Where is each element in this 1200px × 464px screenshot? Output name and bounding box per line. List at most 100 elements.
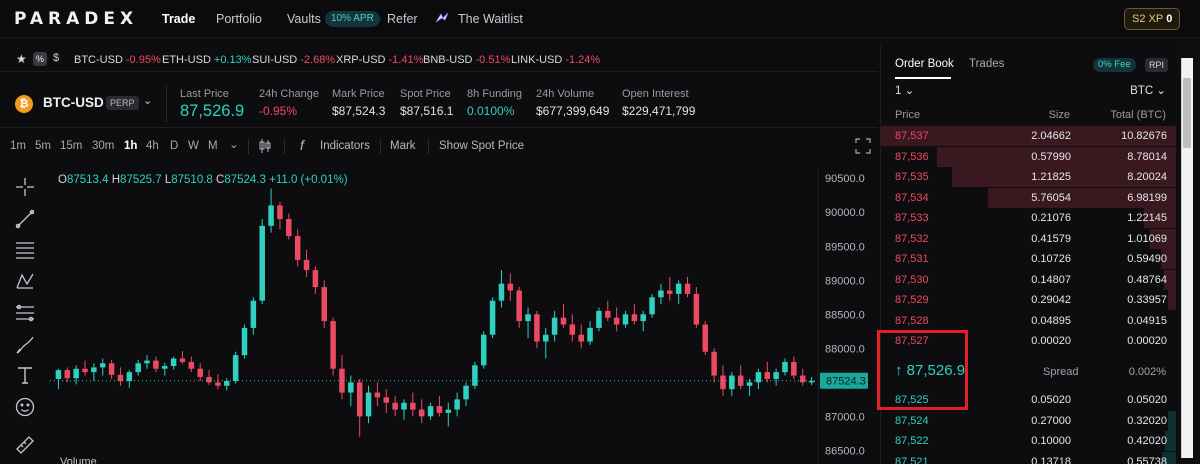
bid-row[interactable]: 87,522 0.10000 0.42020 bbox=[881, 431, 1177, 451]
ask-row[interactable]: 87,536 0.57990 8.78014 bbox=[881, 146, 1177, 167]
nav-waitlist[interactable]: The Waitlist bbox=[458, 12, 523, 26]
candle-body bbox=[498, 283, 505, 301]
xp-badge[interactable]: S2 XP 0 bbox=[1124, 8, 1181, 30]
stat-mark-price: Mark Price $87,524.3 bbox=[332, 88, 385, 118]
tab-order-book[interactable]: Order Book bbox=[895, 58, 954, 70]
divider bbox=[166, 86, 167, 122]
candle-body bbox=[649, 297, 655, 315]
candle-body bbox=[64, 370, 71, 379]
horizontal-lines-icon[interactable] bbox=[14, 238, 36, 260]
total-cell: 0.32020 bbox=[1127, 414, 1167, 427]
ask-row[interactable]: 87,528 0.04895 0.04915 bbox=[881, 310, 1177, 331]
ticker-item[interactable]: SUI-USD -2.68% bbox=[252, 54, 335, 66]
brush-icon[interactable] bbox=[14, 334, 36, 356]
candle-body bbox=[445, 409, 452, 413]
scrollbar-thumb[interactable] bbox=[1183, 78, 1191, 148]
market-symbol[interactable]: BTC-USD bbox=[43, 95, 104, 110]
candle-body bbox=[82, 368, 88, 373]
depth-bar bbox=[1144, 208, 1177, 228]
fib-retracement-icon[interactable] bbox=[14, 302, 36, 324]
bid-row[interactable]: 87,525 0.05020 0.05020 bbox=[881, 390, 1177, 410]
pattern-icon[interactable] bbox=[14, 270, 36, 292]
total-cell: 8.20024 bbox=[1127, 171, 1167, 183]
total-cell: 0.00020 bbox=[1127, 335, 1167, 347]
bid-row[interactable]: 87,521 0.13718 0.55738 bbox=[881, 451, 1177, 464]
ohlc-open: 87513.4 bbox=[66, 174, 109, 186]
candle-body bbox=[206, 376, 212, 383]
ask-row[interactable]: 87,534 5.76054 6.98199 bbox=[881, 187, 1177, 208]
tab-trades[interactable]: Trades bbox=[969, 58, 1005, 70]
ask-row[interactable]: 87,527 0.00020 0.00020 bbox=[881, 331, 1177, 351]
total-cell: 0.33957 bbox=[1127, 294, 1167, 306]
candle-body bbox=[729, 375, 735, 390]
ticker-item[interactable]: LINK-USD -1.24% bbox=[511, 54, 600, 66]
timeframe-d[interactable]: D bbox=[170, 140, 179, 152]
timeframe-15m[interactable]: 15m bbox=[60, 140, 83, 152]
ask-row[interactable]: 87,530 0.14807 0.48764 bbox=[881, 269, 1177, 290]
ask-row[interactable]: 87,531 0.10726 0.59490 bbox=[881, 249, 1177, 269]
candle-body bbox=[667, 290, 673, 294]
nav-vaults[interactable]: Vaults bbox=[287, 12, 321, 26]
candle-body bbox=[782, 361, 788, 373]
percent-toggle-button[interactable]: % bbox=[33, 52, 47, 66]
chevron-down-icon[interactable]: ⌄ bbox=[229, 139, 239, 151]
star-icon[interactable]: ★ bbox=[16, 52, 27, 66]
rpi-toggle[interactable]: RPI bbox=[1145, 58, 1169, 72]
candle-body bbox=[791, 361, 797, 376]
size-asset-select[interactable]: BTC ⌄ bbox=[1130, 83, 1166, 97]
stat-last-price: Last Price 87,526.9 bbox=[180, 88, 244, 121]
ask-row[interactable]: 87,532 0.41579 1.01069 bbox=[881, 228, 1177, 249]
total-cell: 0.04915 bbox=[1127, 314, 1167, 327]
nav-trade[interactable]: Trade bbox=[162, 12, 196, 26]
fullscreen-icon[interactable] bbox=[855, 138, 871, 157]
candlestick-type-icon[interactable] bbox=[258, 138, 272, 157]
indicators-button[interactable]: Indicators bbox=[320, 140, 370, 152]
ticker-item[interactable]: BNB-USD -0.51% bbox=[423, 54, 510, 66]
price-cell: 87,529 bbox=[895, 294, 929, 306]
depth-bar bbox=[988, 187, 1177, 208]
depth-bar bbox=[1165, 431, 1177, 451]
ruler-icon[interactable] bbox=[14, 434, 36, 456]
crosshair-icon[interactable] bbox=[14, 176, 36, 198]
ask-row[interactable]: 87,537 2.04662 10.82676 bbox=[881, 126, 1177, 146]
candle-body bbox=[543, 334, 549, 342]
timeframe-5m[interactable]: 5m bbox=[35, 140, 51, 152]
show-spot-price-button[interactable]: Show Spot Price bbox=[439, 140, 525, 152]
timeframe-30m[interactable]: 30m bbox=[92, 140, 115, 152]
ticker-item[interactable]: BTC-USD -0.95% bbox=[74, 54, 161, 66]
bid-row[interactable]: 87,524 0.27000 0.32020 bbox=[881, 410, 1177, 431]
price-cell: 87,531 bbox=[895, 253, 929, 265]
dollar-toggle-button[interactable]: $ bbox=[53, 52, 60, 64]
ohlc-high: 87525.7 bbox=[120, 174, 162, 186]
indicators-fx-icon[interactable]: f bbox=[300, 137, 304, 153]
chevron-down-icon[interactable]: ⌄ bbox=[143, 95, 153, 107]
nav-portfolio[interactable]: Portfolio bbox=[216, 12, 262, 26]
text-tool-icon[interactable] bbox=[14, 364, 36, 386]
nav-refer[interactable]: Refer bbox=[387, 12, 418, 26]
ask-row[interactable]: 87,529 0.29042 0.33957 bbox=[881, 290, 1177, 310]
ask-row[interactable]: 87,533 0.21076 1.22145 bbox=[881, 208, 1177, 228]
price-chart[interactable]: 90500.0 90000.0 89500.0 89000.0 88500.0 88000… bbox=[50, 168, 878, 464]
candle-body bbox=[587, 327, 593, 342]
ask-row[interactable]: 87,535 1.21825 8.20024 bbox=[881, 167, 1177, 187]
depth-bar bbox=[937, 146, 1177, 167]
size-cell: 0.14807 bbox=[1031, 273, 1071, 286]
emoji-icon[interactable] bbox=[14, 396, 36, 418]
timeframe-4h[interactable]: 4h bbox=[146, 140, 159, 152]
scrollbar[interactable] bbox=[1181, 58, 1193, 458]
price-cell: 87,532 bbox=[895, 232, 929, 245]
price-grouping-select[interactable]: 1 ⌄ bbox=[895, 83, 914, 97]
candle-body bbox=[312, 270, 319, 288]
timeframe-m[interactable]: M bbox=[208, 140, 218, 152]
timeframe-1h[interactable]: 1h bbox=[124, 140, 138, 152]
trend-line-icon[interactable] bbox=[14, 208, 36, 230]
paradex-logo[interactable]: PARADEX bbox=[14, 9, 139, 29]
chevron-down-icon: ⌄ bbox=[1156, 85, 1166, 97]
ticker-item[interactable]: ETH-USD +0.13% bbox=[162, 54, 252, 66]
ticker-item[interactable]: XRP-USD -1.41% bbox=[336, 54, 423, 66]
timeframe-1m[interactable]: 1m bbox=[10, 140, 26, 152]
current-price-tag bbox=[820, 372, 868, 389]
timeframe-w[interactable]: W bbox=[188, 140, 199, 152]
mark-button[interactable]: Mark bbox=[390, 140, 416, 152]
candle-body bbox=[799, 375, 806, 383]
